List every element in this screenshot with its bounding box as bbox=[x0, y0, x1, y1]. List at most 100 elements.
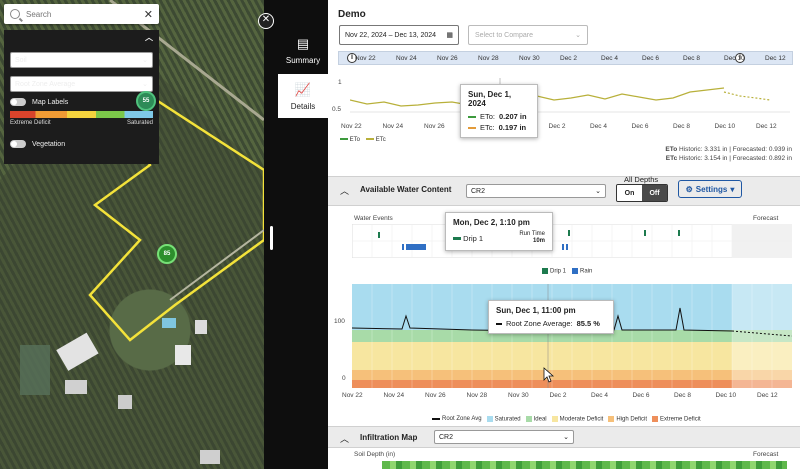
timeline-label: Dec 4 bbox=[601, 55, 618, 62]
vegetation-label: Vegetation bbox=[32, 140, 66, 148]
soil-depth-label: Soil Depth (in) bbox=[354, 451, 396, 458]
toggle-off[interactable]: Off bbox=[642, 185, 667, 201]
chevron-down-icon: ⌄ bbox=[563, 434, 569, 441]
timeline-label: Dec 2 bbox=[560, 55, 577, 62]
nav-summary[interactable]: ▤ Summary bbox=[278, 28, 328, 74]
details-panel: Demo Nov 22, 2024 – Dec 13, 2024 ▦ Selec… bbox=[328, 0, 800, 469]
depth-select[interactable]: Root Zone Average ⌄ bbox=[10, 76, 153, 92]
awc-y-tick: 0 bbox=[342, 375, 346, 382]
awc-x-label: Dec 2 bbox=[549, 392, 567, 399]
chevron-up-icon[interactable]: ︿ bbox=[340, 434, 350, 444]
drip-event-mark[interactable] bbox=[644, 230, 646, 236]
awc-legend: Root Zone Avg Saturated Ideal Moderate Defi… bbox=[432, 416, 701, 423]
awc-x-label: Dec 8 bbox=[674, 392, 691, 399]
timeline-start-handle[interactable]: ǁ bbox=[347, 53, 357, 63]
legend-swatch bbox=[432, 417, 440, 420]
rain-event-mark[interactable] bbox=[406, 244, 426, 250]
legend-swatch bbox=[608, 416, 615, 422]
sensor-marker[interactable]: 55 bbox=[136, 91, 156, 111]
awc-x-label: Nov 22 bbox=[342, 392, 363, 399]
panel-resize-handle[interactable] bbox=[270, 226, 273, 250]
caret-down-icon: ▾ bbox=[730, 184, 735, 194]
chevron-up-icon[interactable]: ︿ bbox=[145, 32, 153, 42]
awc-x-label: Nov 28 bbox=[466, 392, 488, 399]
awc-title: Available Water Content bbox=[360, 185, 452, 194]
drip-event-mark[interactable] bbox=[378, 232, 380, 238]
sensor-marker[interactable]: 85 bbox=[157, 244, 177, 264]
settings-button[interactable]: ⚙ Settings ▾ bbox=[678, 180, 742, 198]
table-icon: ▤ bbox=[296, 36, 310, 51]
legend-swatch bbox=[486, 416, 493, 422]
et-chart bbox=[350, 78, 790, 114]
event-tooltip: Mon, Dec 2, 1:10 pm Drip 1 Run Time 10m bbox=[445, 212, 553, 251]
map-search[interactable]: ✕ bbox=[4, 4, 159, 24]
legend-swatch bbox=[652, 416, 659, 422]
infiltration-forecast-label: Forecast bbox=[753, 451, 779, 458]
vegetation-toggle[interactable] bbox=[10, 140, 26, 148]
etc-label: ETc: bbox=[480, 123, 495, 132]
drip-event-mark[interactable] bbox=[678, 230, 680, 236]
timeline-label: Dec 12 bbox=[765, 55, 786, 62]
runtime-value: 10m bbox=[532, 238, 545, 244]
awc-tooltip-title: Sun, Dec 1, 11:00 pm bbox=[496, 306, 576, 315]
rain-event-mark[interactable] bbox=[562, 244, 564, 250]
layer-select[interactable]: Soil ⌄ bbox=[10, 52, 153, 68]
awc-legend-item: Moderate Deficit bbox=[551, 416, 604, 423]
etc-stats-label: ETc bbox=[665, 155, 678, 162]
awc-sensor-select[interactable]: CR2 ⌄ bbox=[466, 184, 606, 198]
legend-rain: Rain bbox=[580, 268, 593, 275]
rain-event-mark[interactable] bbox=[566, 244, 568, 250]
etc-stats-values: Historic: 3.154 in | Forecasted: 0.892 i… bbox=[679, 155, 792, 162]
et-x-label: Nov 22 bbox=[341, 123, 362, 130]
clear-search-icon[interactable]: ✕ bbox=[143, 8, 153, 21]
legend-label: Ideal bbox=[533, 416, 547, 423]
et-x-label: Dec 4 bbox=[590, 123, 607, 130]
map-labels-toggle[interactable] bbox=[10, 98, 26, 106]
awc-x-label: Nov 30 bbox=[508, 392, 529, 399]
timeline-label: Nov 30 bbox=[519, 55, 540, 62]
awc-sensor-value: CR2 bbox=[471, 187, 486, 195]
infiltration-sensor-select[interactable]: CR2 ⌄ bbox=[434, 430, 574, 444]
et-y-tick: 1 bbox=[338, 79, 342, 86]
timeline-end-handle[interactable]: ǁ bbox=[735, 53, 745, 63]
rain-event-mark[interactable] bbox=[402, 244, 404, 250]
legend-label: Moderate Deficit bbox=[559, 416, 604, 423]
date-range-picker[interactable]: Nov 22, 2024 – Dec 13, 2024 ▦ bbox=[339, 25, 459, 45]
drip-event-mark[interactable] bbox=[568, 230, 570, 236]
timeline-scrubber[interactable]: ǁ ǁ Nov 22 Nov 24 Nov 26 Nov 28 Nov 30 Dec 2 D… bbox=[338, 51, 793, 65]
sensor-marker-value: 85 bbox=[163, 251, 171, 257]
forecast-label: Forecast bbox=[753, 215, 779, 222]
compare-select[interactable]: Select to Compare ⌄ bbox=[468, 25, 588, 45]
satellite-map[interactable]: ✕ ︿ Soil ⌄ Root Zone Average ⌄ Map Labels … bbox=[0, 0, 264, 469]
search-input[interactable] bbox=[26, 9, 144, 19]
awc-chart[interactable] bbox=[352, 284, 792, 388]
all-depths-toggle[interactable]: On Off bbox=[616, 184, 668, 202]
awc-x-label: Dec 10 bbox=[715, 392, 737, 399]
soil-moisture-scale bbox=[10, 111, 153, 118]
gear-icon: ⚙ bbox=[685, 184, 693, 194]
close-map-button[interactable]: ✕ bbox=[258, 13, 274, 29]
search-icon bbox=[10, 9, 20, 19]
nav-details[interactable]: 📈 Details bbox=[278, 74, 328, 118]
etc-value: 0.197 in bbox=[498, 123, 527, 132]
event-tooltip-title: Mon, Dec 2, 1:10 pm bbox=[453, 218, 530, 227]
awc-y-tick: 100 bbox=[334, 318, 345, 325]
nav-summary-label: Summary bbox=[285, 56, 321, 65]
legend-label: Saturated bbox=[494, 416, 521, 423]
etc-swatch bbox=[366, 138, 375, 141]
et-x-label: Nov 26 bbox=[424, 123, 445, 130]
timeline-label: Nov 24 bbox=[396, 55, 417, 62]
timeline-label: Dec 10 bbox=[724, 55, 745, 62]
water-events-chart bbox=[352, 224, 792, 258]
drip-swatch bbox=[542, 268, 548, 274]
toggle-on[interactable]: On bbox=[617, 185, 642, 201]
eto-stats-label: ETo bbox=[665, 146, 678, 153]
chevron-up-icon[interactable]: ︿ bbox=[340, 186, 350, 196]
awc-legend-item: Ideal bbox=[525, 416, 547, 423]
chevron-down-icon: ⌄ bbox=[595, 188, 601, 195]
depth-select-value: Root Zone Average bbox=[15, 80, 76, 88]
awc-legend-item: Root Zone Avg bbox=[432, 416, 482, 422]
timeline-label: Nov 26 bbox=[437, 55, 458, 62]
legend-label: High Deficit bbox=[616, 416, 648, 423]
nav-details-label: Details bbox=[290, 102, 316, 111]
